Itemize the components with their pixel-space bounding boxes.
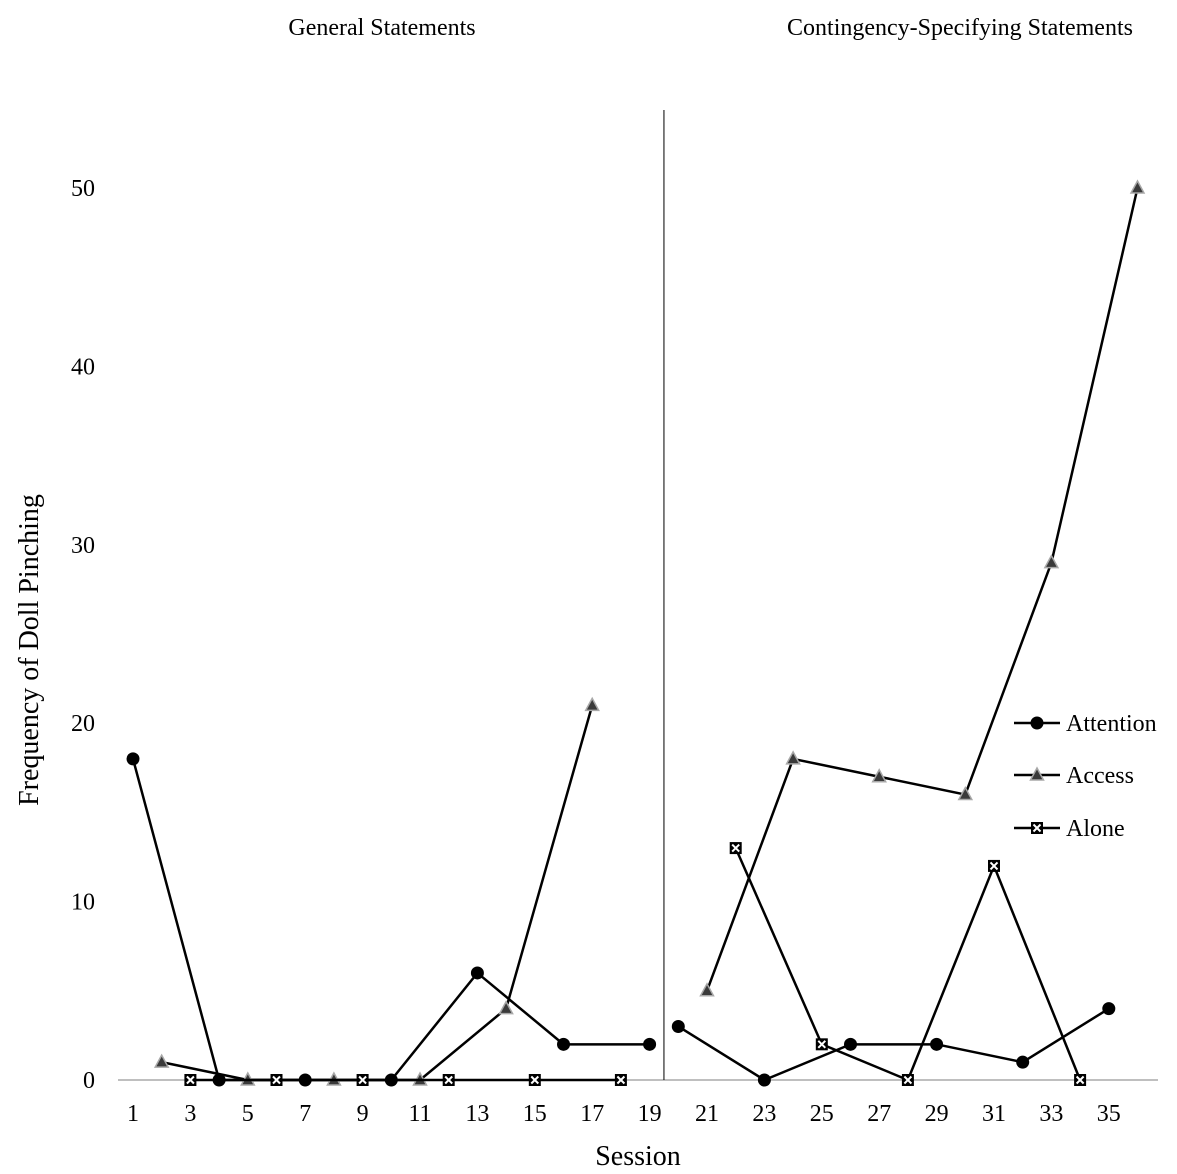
phase-title-general: General Statements [288,15,475,41]
data-point-access [584,696,600,712]
legend-label-alone: Alone [1066,816,1125,842]
x-tick-label: 3 [184,1101,196,1127]
data-point-attention [844,1037,857,1051]
y-tick-label: 40 [71,354,95,380]
x-tick-label: 23 [752,1101,776,1127]
x-tick-label: 5 [242,1101,254,1127]
x-tick-label: 19 [638,1101,662,1127]
legend-marker-alone [1031,822,1043,834]
legend-marker-access [1029,766,1045,781]
series-alone [184,842,1087,1086]
legend-label-attention: Attention [1066,711,1157,737]
series-attention-line [677,1007,1110,1082]
data-point-alone [442,1074,455,1086]
legend-item-attention: Attention [1014,711,1157,737]
x-tick-label: 31 [982,1101,1006,1127]
y-tick-label: 0 [83,1068,95,1094]
series-attention [126,752,1116,1087]
legend-item-alone: Alone [1014,816,1125,842]
data-point-alone [988,859,1000,872]
data-point-alone [356,1074,369,1086]
x-tick-label: 29 [925,1101,949,1127]
x-tick-label: 17 [580,1101,604,1127]
labels-group: General Statements Contingency-Specifyin… [14,15,1133,1172]
series-attention-line [131,758,650,1082]
data-point-attention [757,1073,771,1087]
y-axis-title: Frequency of Doll Pinching [14,494,45,806]
series-group [126,179,1146,1087]
data-point-alone [184,1074,197,1086]
data-point-attention [643,1037,657,1051]
x-tick-label: 25 [810,1101,834,1127]
x-tick-label: 35 [1097,1101,1121,1127]
y-tick-label: 50 [71,176,95,202]
data-point-alone [901,1074,914,1086]
legend-item-access: Access [1014,763,1134,789]
axes: 1 3 5 7 9 11 13 15 17 19 21 23 25 27 29 31 33 35010203040… [71,176,1158,1127]
data-point-attention [1102,1002,1116,1016]
data-point-access [153,1053,170,1068]
data-point-attention [930,1037,944,1051]
data-point-access [1043,554,1060,569]
data-point-attention [557,1037,570,1051]
data-point-attention [1016,1055,1030,1069]
data-point-access [699,982,715,997]
x-tick-label: 1 [127,1101,139,1127]
x-tick-label: 15 [523,1101,547,1127]
data-point-alone [270,1074,283,1086]
legend-label-access: Access [1066,763,1134,789]
x-tick-label: 13 [465,1101,489,1127]
legend: Attention Access Alone [1014,711,1157,842]
series-access-line [705,187,1139,992]
data-point-alone [614,1074,627,1086]
y-tick-label: 20 [71,711,95,737]
x-tick-label: 7 [299,1101,311,1127]
data-point-access [871,768,887,783]
data-point-attention [470,966,484,980]
x-tick-label: 11 [408,1101,431,1127]
data-point-alone [1074,1074,1087,1086]
y-tick-label: 10 [71,890,95,916]
data-point-alone [815,1038,828,1051]
x-tick-label: 27 [867,1101,891,1127]
series-access-line [161,705,594,1082]
x-tick-label: 21 [695,1101,719,1127]
data-point-access [498,1000,514,1015]
data-point-attention [671,1019,685,1033]
data-point-access [957,785,974,801]
data-point-access [785,750,801,765]
x-tick-label: 33 [1039,1101,1063,1127]
legend-marker-attention [1030,716,1044,730]
x-axis-title: Session [595,1141,681,1172]
data-point-alone [729,842,742,855]
x-tick-label: 9 [357,1101,369,1127]
data-point-alone [528,1074,541,1086]
data-point-access [1129,179,1146,194]
y-tick-label: 30 [71,533,95,559]
data-point-attention [126,752,140,766]
phase-title-contingency: Contingency-Specifying Statements [787,15,1133,41]
series-access [153,179,1146,1086]
